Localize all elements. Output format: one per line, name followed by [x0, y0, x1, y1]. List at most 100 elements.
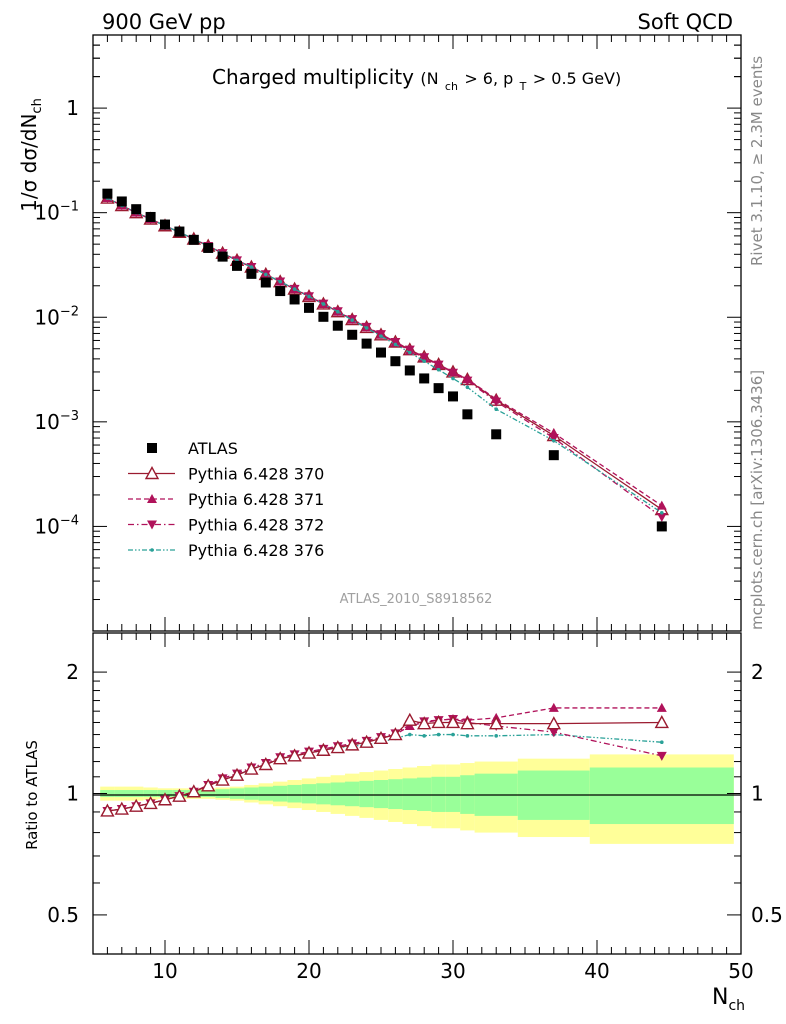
legend: ATLAS Pythia 6.428 370 Pythia 6.428 371 Pyt… [128, 439, 324, 560]
ratio-ytick-label-left: 2 [66, 660, 79, 684]
band-inner [287, 784, 302, 803]
data-point-p372 [656, 513, 667, 523]
data-point-p376 [292, 287, 297, 291]
band-inner [100, 790, 115, 798]
ratio-y-label: Ratio to ATLAS [23, 740, 41, 850]
ratio-point-p370 [489, 716, 504, 730]
ratio-ytick-label-right: 2 [751, 660, 764, 684]
ratio-point-p376 [494, 734, 499, 738]
ratio-point-p370 [229, 767, 245, 781]
data-point-p376 [278, 279, 283, 284]
data-point-atlas [188, 234, 199, 245]
data-point-atlas [462, 409, 473, 420]
legend-marker-atlas [147, 443, 157, 453]
main-ytick-exp: −2 [60, 304, 79, 319]
y-axis-label-main: 1/σ dσ/dN [17, 114, 41, 212]
data-point-atlas [332, 320, 343, 331]
ratio-point-p376 [422, 734, 427, 738]
x-axis-label: Nch [712, 985, 745, 1014]
main-panel: 110−110−210−310−4 Charged multiplicity (… [17, 34, 742, 632]
main-ytick-base: 10 [34, 410, 59, 434]
x-tick-label: 30 [440, 959, 465, 983]
side-label-bottom: mcplots.cern.ch [arXiv:1306.3436] [748, 370, 766, 630]
band-inner [431, 776, 446, 812]
ratio-ytick-label-left: 1 [66, 782, 79, 806]
ratio-bands [100, 754, 734, 844]
band-inner [229, 788, 245, 799]
chart-title-cut-b: > 6, p [464, 69, 513, 88]
ratio-point-p370 [258, 757, 273, 771]
main-ytick-label: 10−1 [34, 200, 79, 225]
ratio-point-p370 [546, 716, 561, 730]
ratio-point-p370 [114, 801, 129, 815]
data-point-p376 [307, 294, 311, 299]
x-tick-label: 20 [296, 959, 321, 983]
data-point-atlas [232, 260, 242, 271]
data-point-p376 [249, 265, 254, 269]
legend-entry-p371: Pythia 6.428 371 [128, 490, 324, 509]
ratio-point-p370 [301, 745, 317, 759]
data-point-atlas [656, 521, 667, 532]
band-inner [359, 780, 374, 808]
data-point-p371 [656, 500, 667, 510]
data-point-p372 [390, 337, 401, 347]
data-point-p372 [419, 353, 430, 363]
ratio-point-p370 [316, 742, 331, 756]
data-point-atlas [361, 338, 372, 349]
ratio-point-p370 [201, 778, 216, 792]
ratio-series [100, 702, 669, 817]
ratio-point-p370 [373, 730, 389, 745]
data-point-atlas [174, 226, 185, 237]
band-inner [258, 786, 273, 801]
chart-title-main: Charged multiplicity [212, 65, 414, 89]
band-inner [244, 787, 259, 800]
ratio-point-p372 [656, 751, 667, 761]
data-point-atlas [433, 383, 444, 394]
legend-label-p371: Pythia 6.428 371 [188, 490, 324, 509]
band-inner [201, 790, 216, 798]
data-point-atlas [102, 188, 113, 199]
data-point-p376 [422, 359, 427, 364]
data-point-p376 [321, 302, 326, 306]
ratio-point-p370 [100, 803, 115, 817]
data-point-p376 [364, 326, 369, 330]
main-ytick-exp: −1 [60, 200, 79, 215]
band-inner [373, 780, 389, 809]
ratio-point-p370 [330, 740, 345, 754]
data-point-p372 [404, 345, 415, 355]
ratio-ticks: 2 2 1 1 0.5 0.5 10 20 30 40 50 [47, 633, 783, 983]
band-inner [345, 781, 360, 807]
legend-marker-p371 [147, 494, 157, 503]
main-ytick-exp: −4 [60, 513, 79, 528]
band-inner [316, 783, 331, 805]
side-label-top: Rivet 3.1.10, ≥ 2.3M events [748, 56, 766, 266]
data-point-atlas [548, 450, 559, 461]
ratio-point-p371 [548, 702, 559, 712]
legend-entry-p372: Pythia 6.428 372 [128, 516, 324, 535]
legend-label-p376: Pythia 6.428 376 [188, 541, 324, 560]
band-inner [330, 782, 345, 806]
series-atlas [102, 188, 667, 532]
data-point-p376 [408, 350, 412, 355]
ratio-point-p370 [359, 734, 374, 748]
chart-title: Charged multiplicity (N ch > 6, p T > 0.… [212, 65, 621, 95]
band-inner [114, 790, 129, 798]
chart-title-cut-c: > 0.5 GeV) [533, 69, 621, 88]
band-inner [402, 778, 417, 811]
data-point-atlas [347, 329, 358, 340]
ratio-point-p370 [244, 761, 259, 775]
x-axis-label-main: N [712, 985, 728, 1010]
ratio-point-p370 [273, 751, 288, 765]
data-point-p376 [660, 510, 664, 515]
ratio-point-p370 [287, 748, 302, 762]
data-point-p376 [393, 342, 398, 347]
chart-title-cut-a-sub: ch [445, 80, 458, 93]
header-right: Soft QCD [638, 10, 733, 34]
data-point-p372 [448, 368, 458, 378]
data-point-atlas [260, 277, 271, 288]
ratio-point-p372 [548, 728, 559, 738]
data-point-p372 [548, 434, 559, 444]
main-ytick-label: 1 [66, 96, 79, 120]
ratio-series-p370 [100, 712, 669, 817]
